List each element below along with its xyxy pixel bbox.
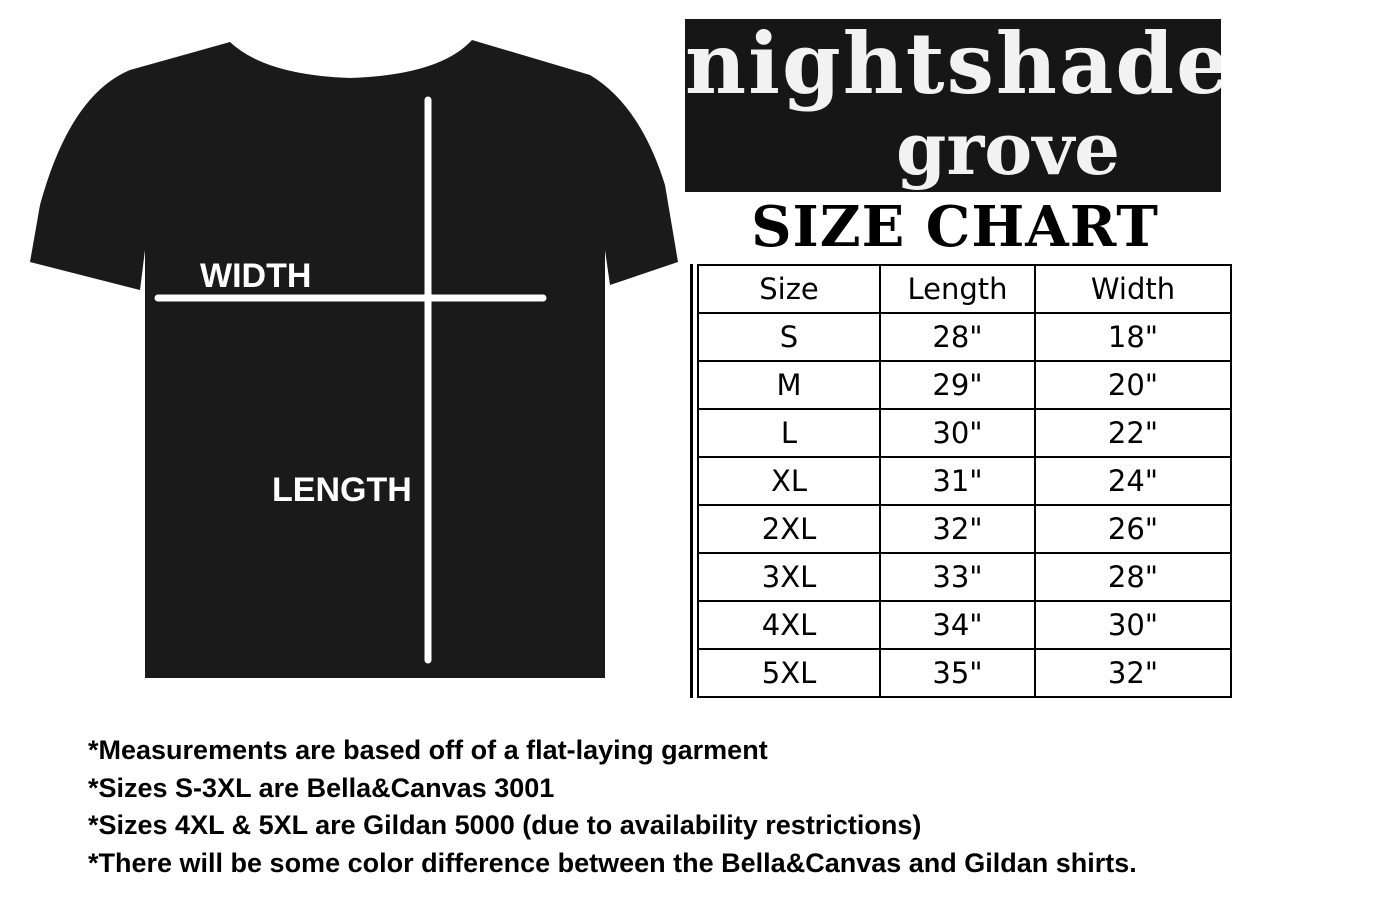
table-row: XL 31" 24" (697, 456, 1232, 506)
width-cell: 22" (1034, 408, 1232, 458)
width-cell: 26" (1034, 504, 1232, 554)
table-row: L 30" 22" (697, 408, 1232, 458)
size-cell: 5XL (697, 648, 881, 698)
logo-line-2: grove (896, 106, 1120, 191)
table-row: 5XL 35" 32" (697, 648, 1232, 698)
length-cell: 33" (879, 552, 1036, 602)
width-cell: 28" (1034, 552, 1232, 602)
width-cell: 18" (1034, 312, 1232, 362)
length-label: LENGTH (272, 471, 412, 509)
length-cell: 30" (879, 408, 1036, 458)
size-table: Size Length Width S 28" 18" M 29" 20" L 30" 22" X… (690, 264, 1232, 698)
width-cell: 24" (1034, 456, 1232, 506)
length-cell: 29" (879, 360, 1036, 410)
size-cell: M (697, 360, 881, 410)
notes: *Measurements are based off of a flat-la… (88, 732, 1137, 882)
width-cell: 20" (1034, 360, 1232, 410)
header-width: Width (1034, 264, 1232, 314)
table-row: M 29" 20" (697, 360, 1232, 410)
brand-logo: nightshade grove (685, 19, 1221, 192)
note: *Sizes S-3XL are Bella&Canvas 3001 (88, 772, 555, 803)
header-size: Size (697, 264, 881, 314)
table-header-row: Size Length Width (697, 264, 1232, 314)
length-cell: 28" (879, 312, 1036, 362)
size-cell: S (697, 312, 881, 362)
size-cell: L (697, 408, 881, 458)
tshirt-image (30, 40, 678, 678)
table-row: 3XL 33" 28" (697, 552, 1232, 602)
table-row: 4XL 34" 30" (697, 600, 1232, 650)
page-title: SIZE CHART (751, 194, 1159, 260)
width-label: WIDTH (200, 257, 312, 295)
length-cell: 32" (879, 504, 1036, 554)
length-cell: 31" (879, 456, 1036, 506)
logo-line-1: nightshade (685, 19, 1221, 113)
length-cell: 34" (879, 600, 1036, 650)
size-cell: 4XL (697, 600, 881, 650)
size-cell: 3XL (697, 552, 881, 602)
length-cell: 35" (879, 648, 1036, 698)
header-length: Length (879, 264, 1036, 314)
note: *There will be some color difference bet… (88, 847, 1137, 878)
width-cell: 30" (1034, 600, 1232, 650)
width-cell: 32" (1034, 648, 1232, 698)
table-row: 2XL 32" 26" (697, 504, 1232, 554)
note: *Measurements are based off of a flat-la… (88, 735, 768, 765)
table-row: S 28" 18" (697, 312, 1232, 362)
size-cell: 2XL (697, 504, 881, 554)
size-cell: XL (697, 456, 881, 506)
note: *Sizes 4XL & 5XL are Gildan 5000 (due to… (88, 810, 922, 840)
